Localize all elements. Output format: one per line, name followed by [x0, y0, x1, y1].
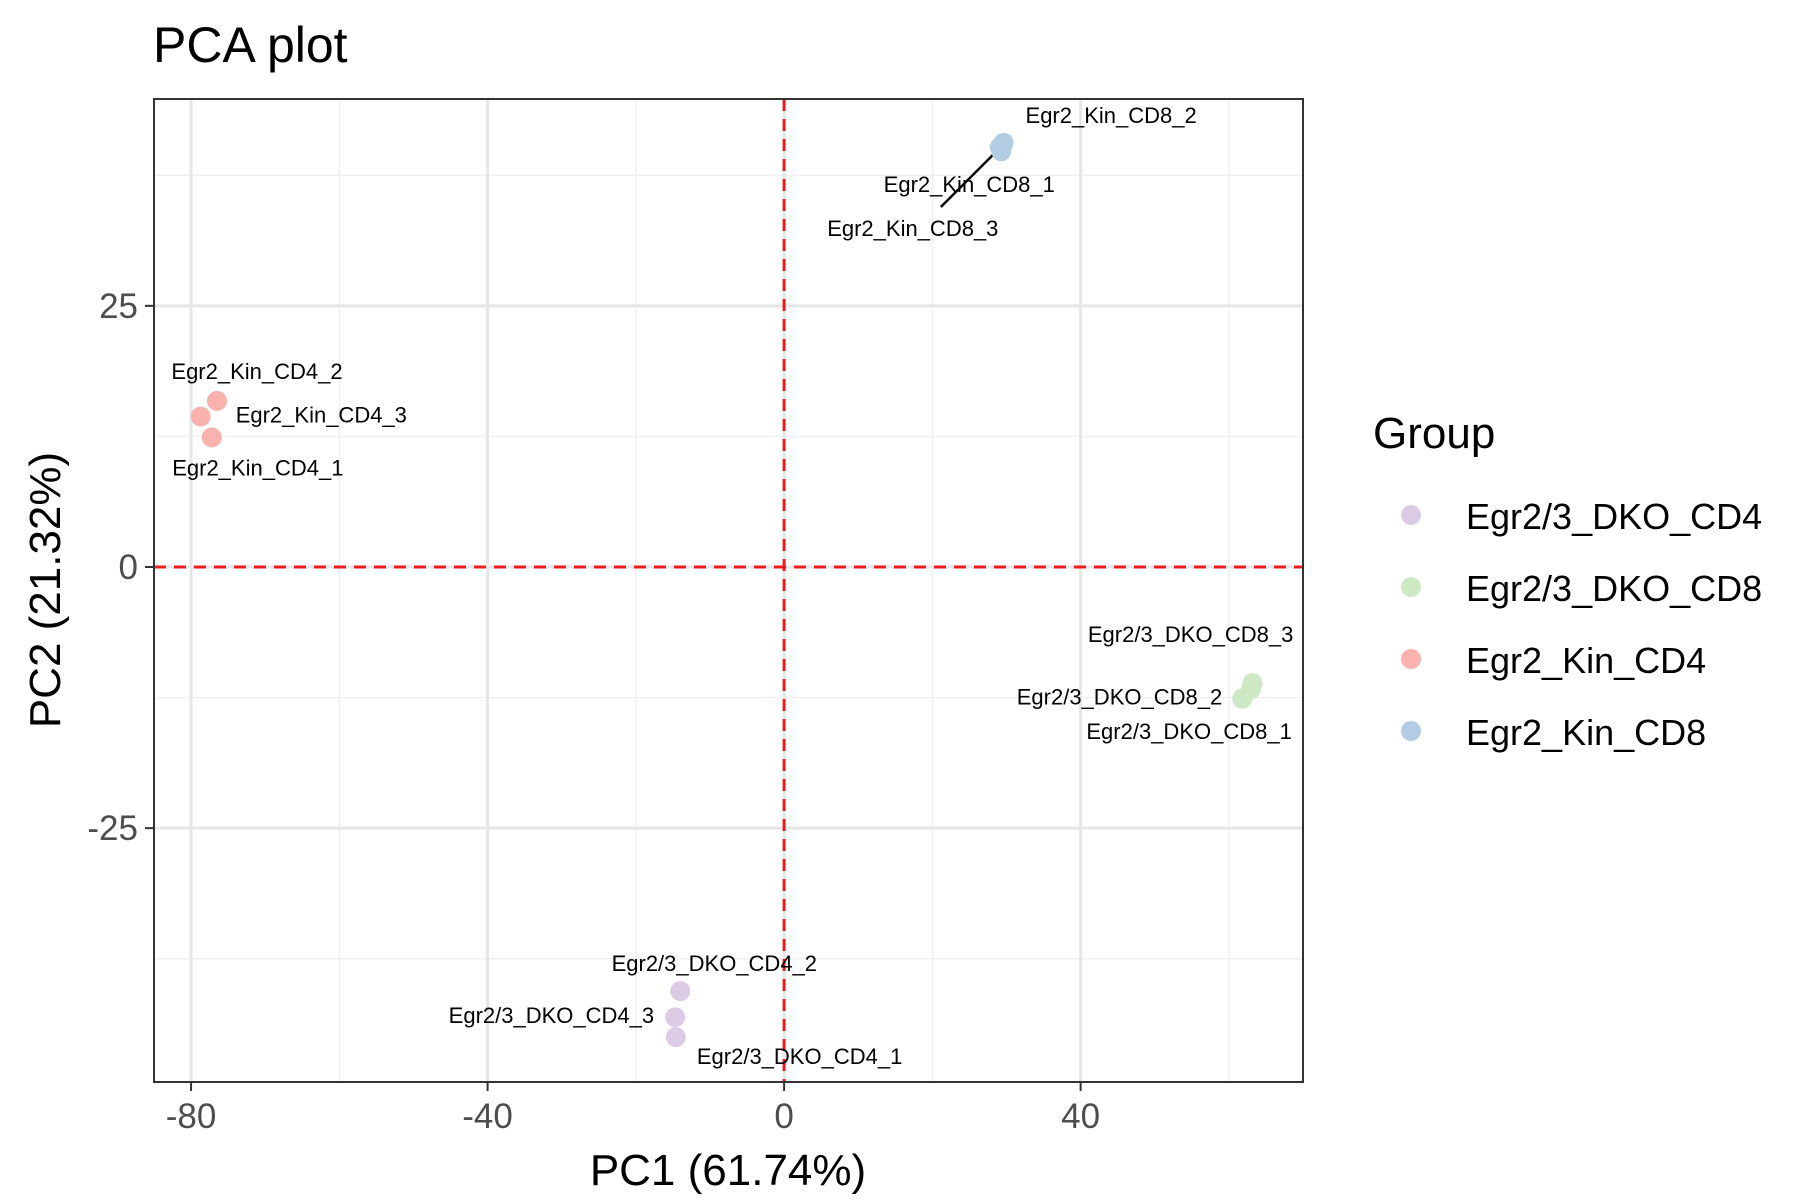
legend: Group Egr2/3_DKO_CD4 Egr2/3_DKO_CD8 Egr2_K… — [1373, 409, 1762, 753]
legend-label-egr2-kin-cd4: Egr2_Kin_CD4 — [1466, 640, 1706, 681]
legend-label-egr2-3-dko-cd4: Egr2/3_DKO_CD4 — [1466, 496, 1762, 537]
label-egr2-3-dko-cd8-3: Egr2/3_DKO_CD8_3 — [1088, 622, 1293, 647]
point-egr2-kin-cd4-3 — [190, 406, 211, 427]
connector-egr2-kin-cd8-3 — [939, 150, 998, 208]
chart-title: PCA plot — [153, 17, 348, 73]
y-tick-label: 25 — [99, 287, 138, 326]
label-egr2-kin-cd4-1: Egr2_Kin_CD4_1 — [172, 455, 343, 480]
point-egr2-3-dko-cd4-2 — [670, 981, 691, 1002]
grid-lines — [154, 99, 1303, 1082]
point-egr2-kin-cd4-2 — [207, 390, 228, 411]
label-egr2-3-dko-cd4-1: Egr2/3_DKO_CD4_1 — [697, 1044, 902, 1069]
point-egr2-kin-cd4-1 — [201, 427, 222, 448]
point-egr2-3-dko-cd4-3 — [665, 1007, 686, 1028]
legend-key-egr2-3-dko-cd4 — [1401, 505, 1421, 525]
legend-title: Group — [1373, 409, 1495, 458]
x-tick-label: 0 — [774, 1097, 793, 1136]
label-egr2-kin-cd8-3: Egr2_Kin_CD8_3 — [827, 216, 998, 241]
reference-lines — [154, 99, 1303, 1082]
y-tick-label: -25 — [87, 809, 138, 848]
axes: -80 -40 0 40 -25 0 25 — [87, 287, 1100, 1136]
point-egr2-3-dko-cd8-2 — [1232, 688, 1253, 709]
point-labels: Egr2/3_DKO_CD4_1 Egr2/3_DKO_CD4_2 Egr2/3_D… — [171, 103, 1293, 1069]
point-egr2-3-dko-cd8-3 — [1242, 672, 1263, 693]
y-tick-label: 0 — [119, 548, 138, 587]
x-tick-label: -80 — [166, 1097, 217, 1136]
point-egr2-kin-cd8-3 — [989, 137, 1010, 158]
label-egr2-3-dko-cd4-3: Egr2/3_DKO_CD4_3 — [449, 1003, 654, 1028]
label-egr2-kin-cd8-2: Egr2_Kin_CD8_2 — [1026, 103, 1197, 128]
label-egr2-kin-cd8-1: Egr2_Kin_CD8_1 — [884, 172, 1055, 197]
x-axis-label: PC1 (61.74%) — [590, 1146, 866, 1195]
label-egr2-3-dko-cd4-2: Egr2/3_DKO_CD4_2 — [612, 951, 817, 976]
label-egr2-3-dko-cd8-2: Egr2/3_DKO_CD8_2 — [1017, 685, 1222, 710]
x-tick-label: -40 — [462, 1097, 513, 1136]
label-egr2-kin-cd4-2: Egr2_Kin_CD4_2 — [171, 359, 342, 384]
legend-key-egr2-kin-cd4 — [1401, 649, 1421, 669]
data-points — [190, 132, 1263, 1048]
legend-label-egr2-3-dko-cd8: Egr2/3_DKO_CD8 — [1466, 568, 1762, 609]
plot-panel-border — [153, 98, 1304, 1083]
y-axis-label: PC2 (21.32%) — [21, 452, 70, 728]
legend-key-egr2-3-dko-cd8 — [1401, 577, 1421, 597]
label-egr2-kin-cd4-3: Egr2_Kin_CD4_3 — [236, 403, 407, 428]
label-egr2-3-dko-cd8-1: Egr2/3_DKO_CD8_1 — [1086, 719, 1291, 744]
x-tick-label: 40 — [1061, 1097, 1100, 1136]
legend-key-egr2-kin-cd8 — [1401, 721, 1421, 741]
point-egr2-3-dko-cd4-1 — [665, 1027, 686, 1048]
legend-label-egr2-kin-cd8: Egr2_Kin_CD8 — [1466, 712, 1706, 753]
label-connectors — [939, 150, 998, 208]
